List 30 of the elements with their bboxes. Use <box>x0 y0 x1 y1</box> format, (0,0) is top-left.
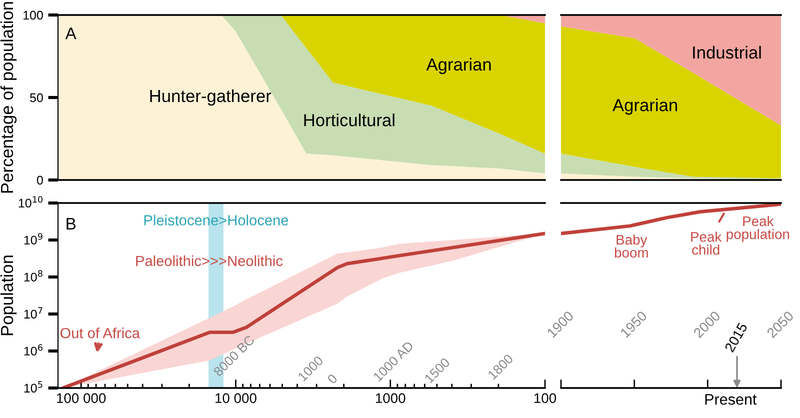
series-label: Agrarian <box>612 98 677 115</box>
series-label: Hunter-gatherer <box>150 89 272 106</box>
band-label: Pleistocene>Holocene <box>144 214 288 226</box>
y-tick-label: 10$^{8}$ <box>24 270 42 282</box>
y-tick-label: 0 <box>36 176 43 185</box>
x-axis-title: Present <box>705 394 757 405</box>
annotation: B <box>66 218 76 230</box>
annotation: Paleolithic>>>Neolithic <box>136 255 283 266</box>
x-tick-label: 100 000 <box>57 393 106 404</box>
annotation: Peak child <box>691 232 722 255</box>
series-label: Horticultural <box>304 114 394 126</box>
y-axis-title: Percentage of population <box>0 2 17 193</box>
annotation: Out of Africa <box>60 328 140 338</box>
y-tick-label: 50 <box>30 93 43 102</box>
y-tick-label: 10$^{7}$ <box>24 307 42 319</box>
x-tick-label: 1000 <box>376 393 406 404</box>
y-axis-title: Population <box>0 256 17 336</box>
y-tick-label: 100 <box>24 10 43 20</box>
annotation: 0 <box>326 373 338 384</box>
y-tick-label: 10$^{9}$ <box>24 233 42 245</box>
y-tick-label: 10$^{5}$ <box>24 381 42 393</box>
annotation: A <box>65 28 76 40</box>
annotation: Baby boom <box>614 234 648 258</box>
y-tick-label: 10$^{6}$ <box>24 344 42 356</box>
series-label: Agrarian <box>426 58 491 74</box>
annotation: Peak population <box>726 216 790 242</box>
x-tick-label: 10 000 <box>216 393 256 404</box>
series-label: Industrial <box>693 46 761 59</box>
x-tick-label: 100 <box>534 393 556 404</box>
y-tick-label: 10$^{10}$ <box>18 196 42 208</box>
